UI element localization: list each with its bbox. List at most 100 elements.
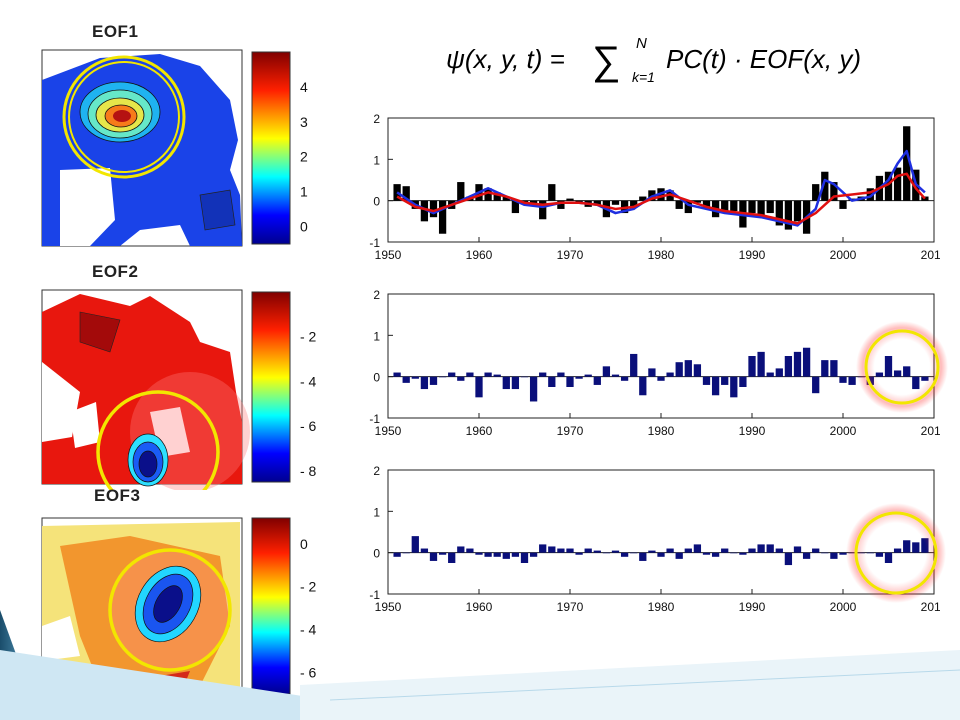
pc-bar <box>411 536 419 553</box>
pc-bar <box>848 552 856 554</box>
pc-bar <box>839 376 847 383</box>
pc-bar <box>684 200 692 214</box>
pc-bar <box>438 200 447 234</box>
pc-bar <box>830 552 838 559</box>
pc-bar <box>475 552 483 555</box>
x-tick-label: 1990 <box>739 424 766 438</box>
pc-bar <box>675 552 683 559</box>
x-tick-label: 2000 <box>830 600 857 614</box>
pc-bar <box>721 200 729 214</box>
pc-smooth-line <box>396 172 926 225</box>
pc-bar <box>420 200 429 222</box>
pc-bar <box>666 548 674 553</box>
pc-bar <box>602 552 611 554</box>
x-tick-label: 1980 <box>648 600 675 614</box>
pc-bar <box>593 376 601 385</box>
pc-bar <box>502 196 510 201</box>
pc-bar <box>748 200 756 214</box>
colorbar-tick-label: - 4 <box>300 373 317 389</box>
pc-bar <box>775 548 783 553</box>
pc-bar <box>675 362 683 377</box>
pc-bar <box>502 376 510 390</box>
pc-bar <box>548 376 556 387</box>
pc-bar <box>893 548 902 553</box>
pc-bar <box>793 200 802 222</box>
x-tick-label: 2010 <box>921 600 940 614</box>
pc-bar <box>539 544 547 553</box>
pc-bar <box>766 200 774 214</box>
pc-bar <box>584 374 592 377</box>
pc-bar <box>475 376 483 398</box>
pc-bar <box>757 200 765 218</box>
colorbar-tick-label: - 6 <box>300 665 317 681</box>
pc-bar <box>893 167 902 201</box>
pc-bar <box>602 366 611 377</box>
eof2-title: EOF2 <box>92 262 139 281</box>
pc-bar <box>429 200 438 218</box>
pc-bar <box>657 552 665 557</box>
pc-bar <box>702 376 711 385</box>
pc-bar <box>575 552 583 555</box>
pc-bar <box>548 184 556 201</box>
pc-bar <box>539 372 547 377</box>
eof1-title: EOF1 <box>92 22 139 41</box>
pc-bar <box>520 376 529 378</box>
pc-bar <box>921 376 929 381</box>
colorbar-tick-label: - 6 <box>300 418 317 434</box>
y-tick-label: 1 <box>373 505 380 519</box>
pc-bar <box>557 372 565 377</box>
pc-bar <box>821 552 829 554</box>
pc-bar <box>457 546 465 553</box>
pc-bar <box>584 548 592 553</box>
eof3-colorbar-ticks: 0 - 2 - 4 - 6 <box>300 536 317 681</box>
pc-bar <box>648 368 656 377</box>
pc-bar <box>657 376 665 381</box>
x-tick-label: 1950 <box>375 248 402 262</box>
pc-bar <box>466 548 474 553</box>
y-tick-label: 0 <box>373 371 380 385</box>
pc-bar <box>866 376 874 385</box>
pc-bar <box>575 376 583 379</box>
pc-bar <box>438 552 447 555</box>
x-tick-label: 1980 <box>648 424 675 438</box>
y-tick-label: 2 <box>373 288 380 302</box>
pc-bar <box>611 200 620 205</box>
pc-bar <box>793 546 802 553</box>
pc-bar <box>802 347 811 377</box>
pc-bar <box>912 542 920 553</box>
sum-symbol: ∑ <box>592 39 621 83</box>
pc-bar <box>812 376 820 394</box>
pc-bar <box>639 552 647 561</box>
x-tick-label: 1980 <box>648 248 675 262</box>
eof1-panel: EOF1 4 3 2 1 0 <box>40 20 350 250</box>
eof3-title: EOF3 <box>94 486 141 505</box>
pc-bar <box>830 182 838 201</box>
pc-bar <box>666 372 674 377</box>
eof-formula: ψ(x, y, t) = ∑ N k=1 PC(t) · EOF(x, y) <box>446 35 861 85</box>
pc-bar <box>884 552 893 563</box>
pc-bar <box>903 540 911 553</box>
x-tick-label: 2010 <box>921 424 940 438</box>
pc-bar <box>821 171 829 201</box>
pc-bar <box>402 376 410 383</box>
y-tick-label: 2 <box>373 464 380 478</box>
colorbar-tick-label: 1 <box>300 184 308 200</box>
pc-bar <box>766 372 774 377</box>
x-tick-label: 2010 <box>921 248 940 262</box>
eof2-colorbar-ticks: - 2 - 4 - 6 - 8 <box>300 329 317 479</box>
eof2-map <box>41 289 250 490</box>
pc-bar <box>402 186 410 201</box>
pc-bar <box>420 376 429 390</box>
y-tick-label: 2 <box>373 112 380 126</box>
colorbar-tick-label: 0 <box>300 219 308 235</box>
pc-bar <box>866 552 874 554</box>
x-tick-label: 2000 <box>830 424 857 438</box>
pc-bar <box>748 548 756 553</box>
pc-bar <box>739 552 747 555</box>
pc-bar <box>812 548 820 553</box>
pc-bar <box>466 372 474 377</box>
pc-bar <box>866 188 874 201</box>
pc-bar <box>675 200 683 209</box>
x-tick-label: 1990 <box>739 248 766 262</box>
pc-bar <box>748 356 756 377</box>
